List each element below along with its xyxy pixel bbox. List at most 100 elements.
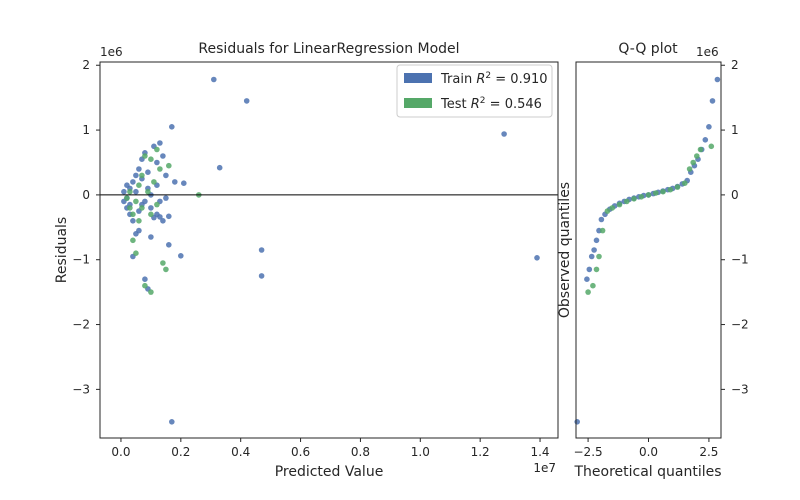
qq-x-tick-label: 2.5 [699,445,718,459]
qq-test-point [624,198,630,205]
residuals-train-point [145,169,151,175]
residuals-test-point [127,205,133,211]
qq-test-point [599,227,606,234]
qq-y-axis-label: Observed quantiles [557,182,573,318]
legend-swatch-train [404,73,432,83]
qq-test-point [653,190,659,196]
residuals-train-point [136,227,142,234]
qq-test-point [593,266,600,273]
residuals-y-tick-label: 1 [82,123,90,137]
qq-train-point [598,216,605,223]
residuals-test-point [142,282,148,289]
qq-train-point [591,247,597,253]
residuals-y-tick-label: 2 [82,58,90,72]
qq-y-tick-label: −1 [731,253,749,267]
residuals-x-axis-label: Predicted Value [275,464,384,480]
residuals-plot-title: Residuals for LinearRegression Model [198,41,459,57]
residuals-test-point [148,289,154,295]
qq-train-point [574,419,580,425]
residuals-train-point [160,218,166,224]
residuals-test-point [148,156,154,162]
qq-y-tick-label: −2 [731,318,749,332]
residuals-test-point [163,266,169,273]
residuals-train-point [181,180,187,186]
residuals-train-point [124,182,130,188]
residuals-train-point [243,98,250,104]
residuals-train-point [148,234,154,240]
qq-test-point [697,146,704,153]
legend-box [396,64,553,118]
qq-plot-title: Q-Q plot [618,41,678,57]
qq-plot: Q-Q plot Theoretical quantiles Observed … [557,41,749,480]
residuals-test-point [133,198,139,205]
residuals-x-offset-label: 1e7 [533,461,556,475]
qq-train-point [593,237,600,244]
residuals-train-point [142,276,148,283]
residuals-train-point [178,253,184,259]
residuals-train-point [157,140,163,146]
qq-y-tick-label: 2 [731,58,739,72]
qq-test-point [645,192,652,198]
residuals-train-point [154,159,160,166]
residuals-plot: Residuals for LinearRegression Model Pre… [54,41,559,480]
residuals-test-point [133,250,139,256]
residuals-test-point [130,237,136,244]
legend-swatch-test [404,98,432,108]
residuals-train-point [130,218,136,224]
residuals-train-point [130,179,136,185]
qq-train-point [586,266,593,273]
qq-test-point [686,166,693,172]
residuals-train-point [148,205,154,211]
qq-test-point [690,159,696,166]
qq-test-point [638,194,645,200]
residuals-x-tick-label: 1.2 [471,445,490,459]
qq-x-tick-label: −2.5 [574,445,603,459]
residuals-y-offset-label: 1e6 [100,45,123,59]
qq-test-point [609,205,616,211]
residuals-test-point [166,162,172,169]
qq-test-point [694,153,700,159]
qq-x-axis-label: Theoretical quantiles [573,464,721,480]
residuals-test-point [154,146,160,153]
residuals-train-point [211,76,217,83]
legend-label-test: Test R2 = 0.546 [440,96,542,112]
qq-train-point [714,76,721,83]
qq-test-point [631,196,637,202]
residuals-train-point [534,254,540,261]
qq-train-point [588,253,595,260]
residuals-y-tick-label: −2 [72,318,90,332]
qq-train-point [584,276,590,283]
residuals-x-tick-label: 0.4 [231,445,250,459]
residuals-train-point [169,419,175,425]
qq-y-tick-label: 1 [731,123,739,137]
residuals-test-point [154,201,160,208]
qq-test-point [585,289,591,295]
qq-test-point [674,184,681,190]
qq-test-point [682,180,688,186]
legend-label-train: Train R2 = 0.910 [440,71,548,87]
residuals-x-tick-label: 0.0 [111,445,130,459]
residuals-train-point [172,179,178,185]
qq-train-point [706,124,712,130]
qq-test-point [708,143,715,150]
qq-test-point [604,208,611,214]
residuals-train-point [136,166,142,172]
residuals-test-point [139,205,145,211]
residuals-y-tick-label: −1 [72,253,90,267]
residuals-train-point [133,172,139,179]
residuals-test-point [127,188,133,195]
residuals-train-point [163,172,169,179]
residuals-test-point [124,195,130,201]
qq-test-point [596,253,602,260]
residuals-train-point [160,153,166,159]
residuals-y-axis-label: Residuals [54,217,70,283]
residuals-test-point [136,218,142,224]
residuals-x-tick-label: 0.6 [291,445,310,459]
residuals-train-point [169,124,175,130]
qq-x-tick-label: 0.0 [639,445,658,459]
qq-train-point [709,98,716,104]
residuals-train-point [142,198,148,205]
residuals-train-point [166,242,172,248]
qq-test-point [660,188,666,195]
